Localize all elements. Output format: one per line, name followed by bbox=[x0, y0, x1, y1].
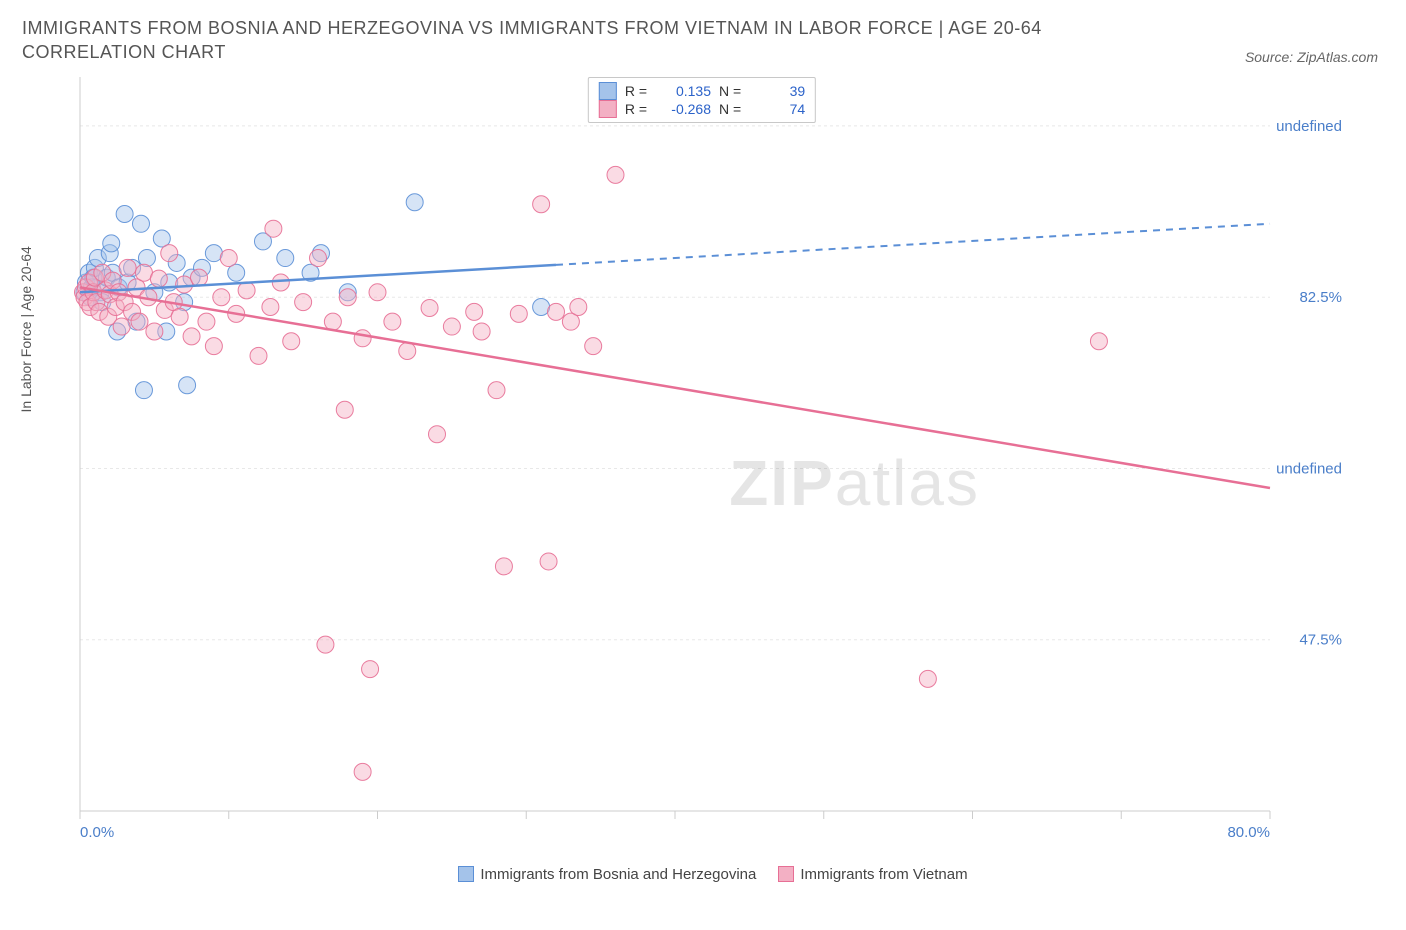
scatter-plot-svg: 47.5% undefined 82.5% undefined 0.0% 80.0% bbox=[70, 69, 1350, 859]
legend-swatch bbox=[599, 100, 617, 118]
legend-swatch bbox=[458, 866, 474, 882]
legend-swatch bbox=[599, 82, 617, 100]
svg-text:80.0%: 80.0% bbox=[1227, 824, 1270, 841]
page-title: IMMIGRANTS FROM BOSNIA AND HERZEGOVINA V… bbox=[22, 16, 1172, 65]
svg-text:47.5%: 47.5% bbox=[1299, 631, 1342, 648]
legend-label: Immigrants from Vietnam bbox=[800, 866, 967, 883]
series-legend: Immigrants from Bosnia and Herzegovina Im… bbox=[22, 866, 1382, 883]
correlation-legend: R = 0.135 N = 39 R = -0.268 N = 74 bbox=[588, 77, 816, 123]
legend-label: Immigrants from Bosnia and Herzegovina bbox=[480, 866, 756, 883]
source-attribution: Source: ZipAtlas.com bbox=[1245, 49, 1378, 65]
svg-text:82.5%: 82.5% bbox=[1299, 289, 1342, 306]
correlation-chart: In Labor Force | Age 20-64 47.5%undefine… bbox=[22, 69, 1382, 889]
y-axis-label: In Labor Force | Age 20-64 bbox=[18, 246, 34, 412]
svg-text:undefined: undefined bbox=[1276, 460, 1342, 477]
svg-text:undefined: undefined bbox=[1276, 118, 1342, 135]
legend-row: R = -0.268 N = 74 bbox=[599, 100, 805, 118]
legend-swatch bbox=[778, 866, 794, 882]
legend-row: R = 0.135 N = 39 bbox=[599, 82, 805, 100]
svg-text:0.0%: 0.0% bbox=[80, 824, 114, 841]
header: IMMIGRANTS FROM BOSNIA AND HERZEGOVINA V… bbox=[0, 0, 1406, 69]
